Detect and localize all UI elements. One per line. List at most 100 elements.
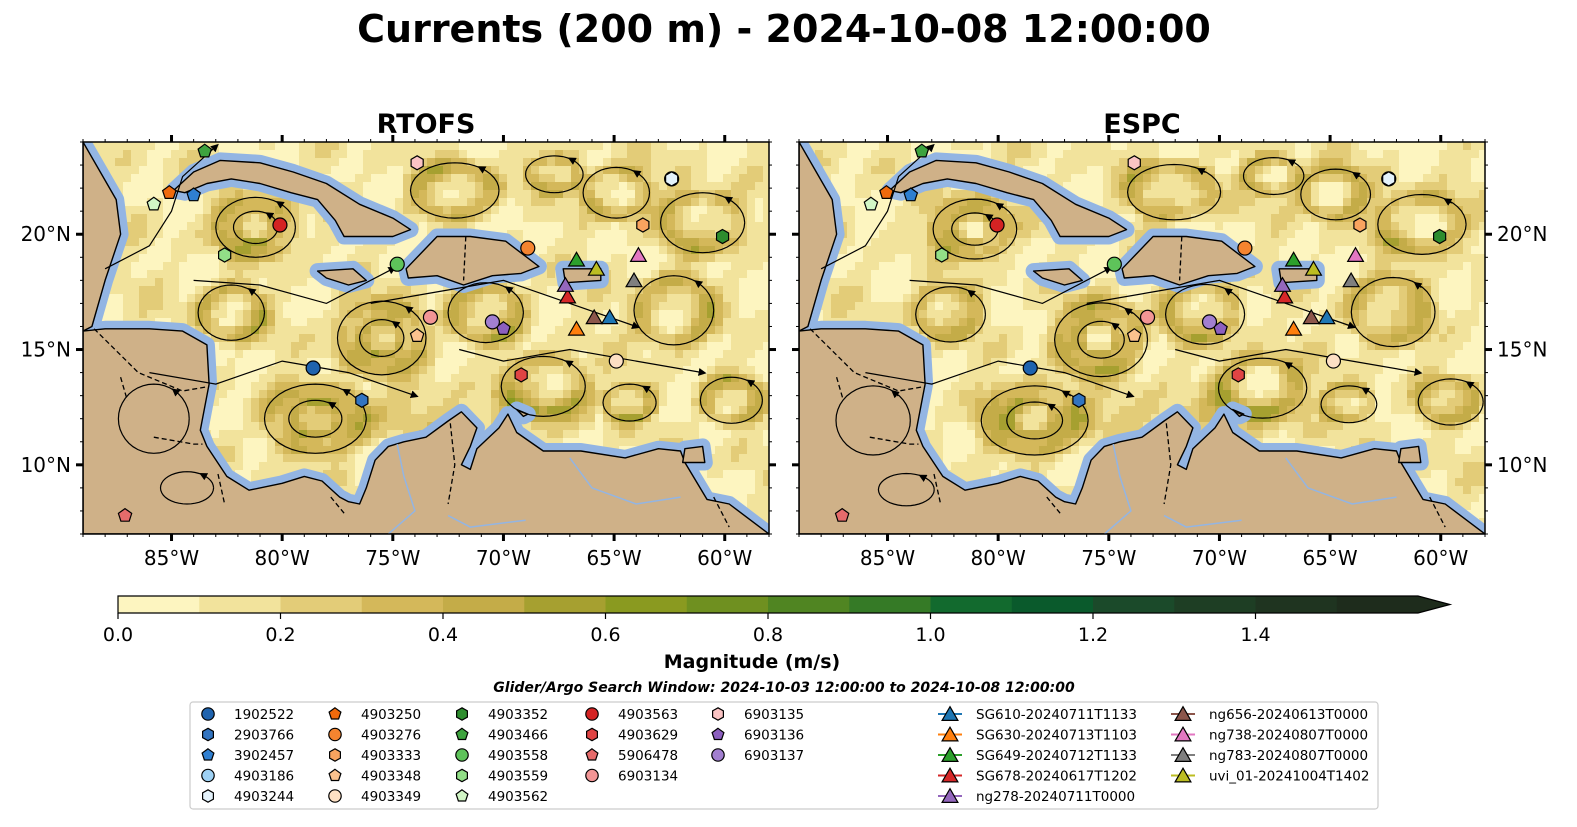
- legend-item: ng656-20240613T0000: [1171, 705, 1368, 723]
- obs-4903562: [863, 196, 879, 211]
- streamline-eddy-8: [633, 275, 715, 346]
- legend-marker-pentagon-icon: [328, 768, 342, 782]
- obs-4903333: [636, 217, 650, 233]
- colorbar-segment: [1255, 596, 1338, 613]
- river-2: [1163, 514, 1242, 528]
- obs-4903563: [272, 217, 288, 233]
- lat-tick-label: 15°N: [1497, 338, 1547, 362]
- obs-SG630-20240713T1103: [1284, 320, 1303, 336]
- legend-marker-hexagon-icon: [456, 707, 468, 721]
- obs-ng738-20240807T0000: [629, 246, 648, 262]
- river-1: [569, 457, 681, 505]
- colorbar-tick-label: 0.4: [428, 624, 458, 646]
- streamline-arrow-5: [391, 320, 401, 329]
- legend-item: 4903629: [585, 727, 678, 744]
- streamline-arrow-2: [1061, 390, 1071, 399]
- legend-item: SG678-20240617T1202: [938, 766, 1137, 785]
- colorbar-tick-label: 0.2: [265, 624, 295, 646]
- streamline-arrow-13: [247, 288, 257, 296]
- legend-item: 4903276: [328, 728, 421, 744]
- legend-label: 4903558: [488, 748, 548, 764]
- legend-marker-circle-icon: [711, 748, 725, 762]
- streamline-arrow-15: [1361, 387, 1371, 395]
- lat-tick-label: 20°N: [21, 222, 71, 246]
- colorbar-tick-label: 0.6: [590, 624, 620, 646]
- river-1: [1285, 457, 1397, 505]
- streamline-arrow-1: [265, 212, 275, 220]
- colorbar-segment: [361, 596, 444, 613]
- legend-item: 4903559: [456, 769, 548, 785]
- figure-title: Currents (200 m) - 2024-10-08 12:00:00: [357, 7, 1211, 51]
- obs-4903276: [520, 240, 536, 256]
- land-1: [799, 328, 1485, 534]
- legend-label: 4903186: [234, 769, 294, 785]
- legend-item: 4903244: [202, 789, 294, 805]
- legend-label: 2903766: [234, 728, 294, 744]
- obs-6903137: [484, 314, 500, 330]
- legend-item: 4903250: [328, 707, 421, 723]
- streamline-eddy-9: [659, 192, 746, 254]
- streamline-flow-2: [149, 360, 419, 399]
- obs-4903466: [914, 143, 930, 158]
- legend-marker-hexagon-icon: [202, 789, 214, 803]
- streamline-arrow-16: [1287, 159, 1297, 167]
- legend-marker-hexagon-icon: [585, 727, 599, 742]
- streamline-eddy-7: [500, 355, 586, 418]
- land-3: [1032, 268, 1083, 286]
- streamline-arrow-14: [1465, 381, 1475, 389]
- legend-label: 4903333: [361, 748, 421, 764]
- obs-5906478: [834, 507, 850, 522]
- colorbar-tick-label: 0.8: [753, 624, 783, 646]
- colorbar-tick-label: 1.4: [1240, 624, 1270, 646]
- streamline-arrow-9: [724, 196, 734, 205]
- lon-tick-label: 65°W: [1302, 546, 1357, 570]
- legend-marker-triangle-icon: [941, 746, 959, 763]
- colorbar-segment: [686, 596, 769, 613]
- streamline-arrow-15: [641, 385, 651, 394]
- legend-item: 2903766: [202, 727, 294, 744]
- river-0: [387, 443, 416, 534]
- streamline-arrow-8: [1413, 281, 1423, 290]
- map-frame: [798, 141, 1486, 535]
- legend-label: SG630-20240713T1103: [976, 728, 1137, 744]
- legend-label: uvi_01-20241004T1402: [1209, 769, 1369, 785]
- legend-marker-triangle-icon: [941, 725, 959, 742]
- obs-ng738-20240807T0000: [1346, 246, 1365, 262]
- legend-item: 4903563: [585, 707, 678, 723]
- obs-ng278-20240711T0000: [556, 276, 575, 292]
- legend-label: 4903352: [488, 707, 548, 723]
- legend-item: 4903186: [201, 769, 294, 785]
- streamline-arrow-12: [891, 390, 900, 399]
- country-border-1: [153, 436, 203, 445]
- legend-label: SG649-20240712T1133: [976, 748, 1137, 764]
- legend-item: ng783-20240807T0000: [1171, 746, 1368, 764]
- land-4: [1121, 235, 1256, 286]
- obs-4903244: [1382, 171, 1396, 187]
- colorbar-tick-label: 1.0: [915, 624, 945, 646]
- obs-2903766: [355, 392, 369, 408]
- obs-4903348: [1126, 327, 1142, 342]
- streamline-arrow-10: [1351, 171, 1361, 180]
- legend-marker-hexagon-icon: [202, 727, 214, 742]
- streamline-arrow-17: [918, 474, 928, 483]
- obs-4903333: [1353, 217, 1367, 233]
- streamline-arrow-0: [995, 202, 1005, 211]
- legend-frame: [189, 701, 1379, 810]
- legend-label: ng278-20240711T0000: [976, 789, 1135, 805]
- obs-SG678-20240617T1202: [558, 287, 577, 304]
- land-2: [173, 159, 412, 238]
- obs-4903349: [608, 353, 624, 369]
- legend-label: 4903349: [361, 789, 421, 805]
- legend-item: 6903134: [585, 769, 678, 785]
- colorbar-label: Magnitude (m/s): [664, 651, 841, 673]
- observation-markers: [834, 143, 1447, 522]
- country-border-4: [1163, 423, 1172, 505]
- colorbar-extend-arrow: [1418, 596, 1450, 613]
- legend-item: 6903135: [711, 707, 804, 723]
- legend-item: SG649-20240712T1133: [938, 746, 1137, 764]
- obs-uvi_01-20241004T1402: [1304, 260, 1323, 276]
- obs-SG630-20240713T1103: [567, 320, 586, 336]
- legend-marker-pentagon-icon: [328, 707, 342, 720]
- streamline-flow-1: [1086, 279, 1356, 329]
